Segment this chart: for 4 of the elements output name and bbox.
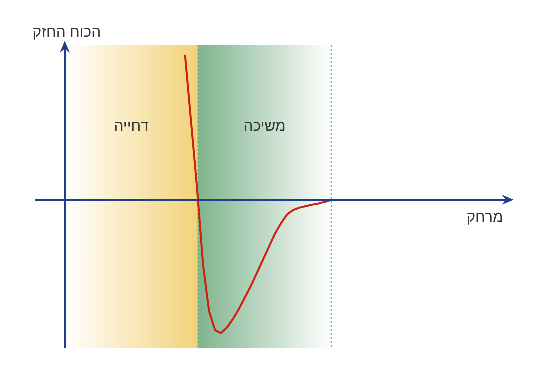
annotation: משיכה — [244, 118, 286, 136]
y-axis-title: הכוח החזק — [32, 24, 102, 42]
x-axis-title: מרחק — [466, 209, 504, 226]
annotation: דחייה — [114, 118, 149, 136]
